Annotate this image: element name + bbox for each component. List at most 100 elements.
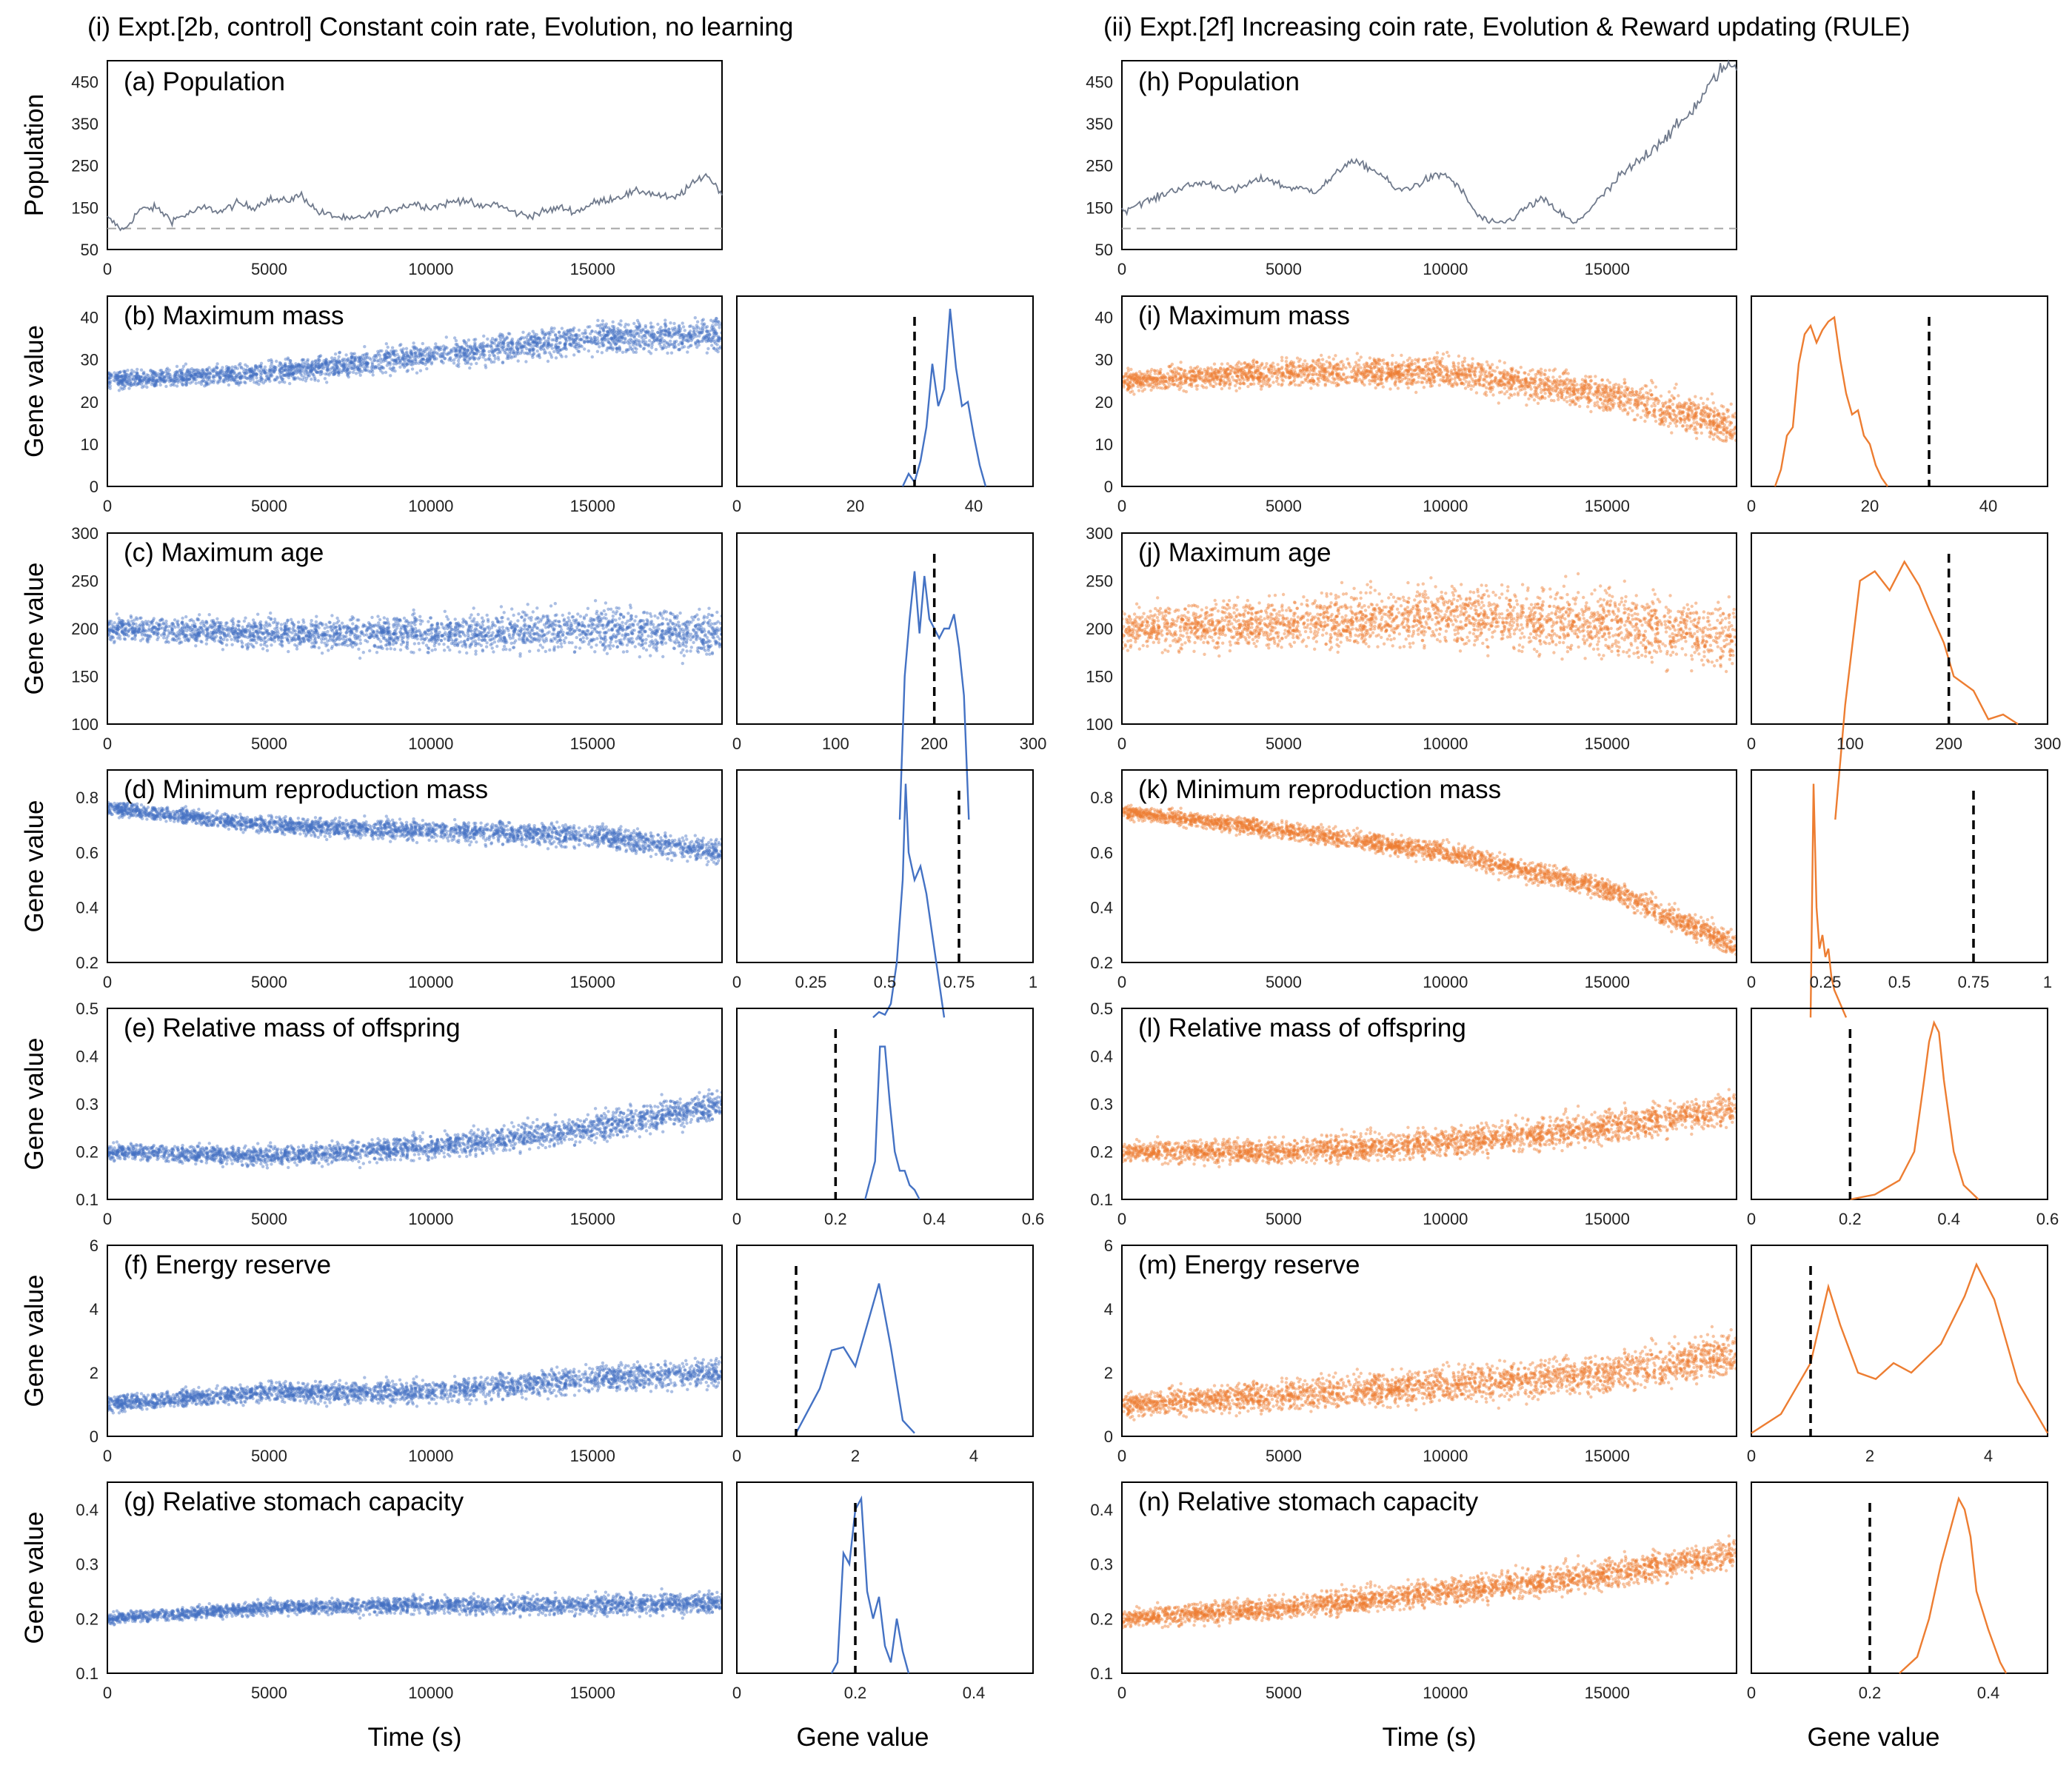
scatter-point (324, 361, 328, 364)
scatter-point (698, 330, 702, 335)
scatter-point (1247, 366, 1251, 370)
scatter-point (1147, 375, 1151, 378)
scatter-point (1170, 362, 1174, 366)
scatter-point (1503, 369, 1506, 372)
scatter-point (1460, 381, 1464, 385)
scatter-point (1122, 379, 1126, 384)
scatter-point (674, 331, 678, 335)
scatter-point (174, 375, 178, 378)
scatter-point (632, 339, 636, 343)
scatter-point (1493, 378, 1497, 383)
scatter-point (656, 335, 660, 339)
scatter-point (1280, 358, 1284, 363)
scatter-point (1711, 420, 1715, 423)
scatter-point (258, 373, 263, 377)
scatter-point (1500, 384, 1503, 387)
scatter-point (655, 336, 659, 340)
scatter-point (476, 357, 481, 361)
scatter-point (664, 329, 668, 333)
scatter-point (1671, 402, 1675, 406)
scatter-point (1605, 386, 1609, 389)
scatter-point (1143, 387, 1147, 391)
scatter-point (1213, 370, 1217, 374)
scatter-point (1439, 371, 1443, 375)
scatter-point (1194, 384, 1198, 388)
scatter-point (235, 379, 240, 384)
scatter-point (1394, 361, 1398, 365)
scatter-point (507, 352, 512, 356)
scatter-point (218, 375, 222, 379)
scatter-point (141, 380, 144, 384)
scatter-point (321, 361, 325, 365)
scatter-point (433, 346, 437, 349)
scatter-point (356, 367, 360, 372)
scatter-point (603, 336, 606, 340)
scatter-point (394, 358, 398, 362)
scatter-point (1301, 366, 1306, 370)
scatter-point (297, 362, 301, 366)
scatter-point (358, 360, 361, 364)
scatter-point (563, 343, 567, 346)
scatter-point (618, 338, 621, 342)
scatter-point (1518, 388, 1523, 392)
scatter-point (401, 347, 405, 351)
scatter-point (677, 324, 681, 329)
scatter-point (198, 372, 202, 375)
scatter-point (580, 345, 584, 349)
scatter-point (597, 324, 601, 328)
scatter-point (215, 371, 218, 375)
scatter-point (1417, 360, 1420, 364)
scatter-point (1415, 367, 1419, 371)
scatter-point (1378, 369, 1383, 373)
scatter-point (1309, 364, 1312, 368)
population-0-ytick-0: 50 (81, 241, 98, 259)
scatter-point (1279, 375, 1283, 378)
scatter-point (667, 331, 671, 335)
scatter-point (213, 375, 217, 378)
scatter-point (469, 356, 472, 360)
scatter-point (366, 365, 370, 369)
scatter-point (1705, 412, 1709, 417)
scatter-point (425, 366, 429, 371)
scatter-point (600, 337, 604, 341)
population-frame-0 (107, 60, 723, 250)
scatter-point (248, 374, 253, 378)
scatter-point (1643, 419, 1647, 423)
scatter-point (192, 375, 195, 379)
scatter-point (298, 367, 302, 371)
scatter-point (1151, 377, 1155, 381)
scatter-point (650, 341, 654, 345)
scatter-point (1142, 379, 1146, 383)
scatter-point (1560, 391, 1563, 395)
scatter-point (659, 329, 663, 333)
scatter-point (549, 355, 554, 359)
scatter-point (687, 332, 691, 336)
scatter-point (313, 362, 317, 366)
scatter-point (558, 341, 562, 345)
scatter-point (1509, 386, 1513, 391)
scatter-point (1523, 377, 1528, 381)
scatter-point (520, 350, 524, 354)
scatter-point (1274, 375, 1279, 379)
scatter-point (652, 335, 656, 339)
scatter-point (1355, 379, 1359, 383)
scatter-point (1540, 396, 1544, 400)
scatter-point (1126, 369, 1131, 373)
scatter-point (1733, 415, 1737, 419)
scatter-point (1397, 369, 1400, 373)
scatter-point (528, 347, 532, 351)
scatter-point (1376, 383, 1380, 386)
scatter-point (457, 345, 461, 349)
scatter-point (1273, 372, 1277, 375)
scatter-point (1594, 392, 1597, 395)
scatter-point (1389, 370, 1393, 374)
scatter-point (1404, 375, 1408, 380)
scatter-point (1643, 404, 1647, 407)
scatter-point (597, 331, 601, 335)
scatter-point (1326, 370, 1330, 374)
scatter-point (1158, 386, 1162, 389)
scatter-point (250, 370, 254, 374)
scatter-point (1595, 390, 1599, 394)
scatter-point (567, 335, 570, 339)
scatter-point (284, 372, 288, 376)
